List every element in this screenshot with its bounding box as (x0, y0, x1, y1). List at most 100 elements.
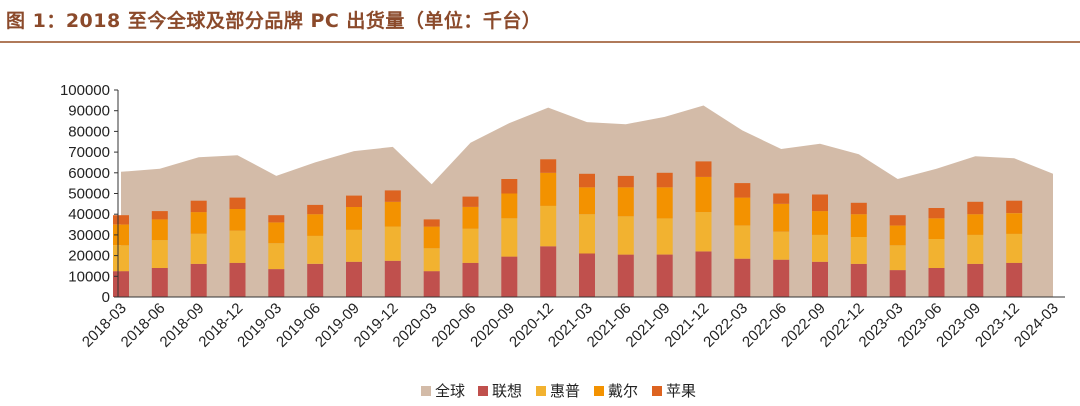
bar-hp-2022-09 (812, 234, 828, 262)
bar-lenovo-2021-09 (656, 254, 673, 297)
bar-hp-2021-06 (617, 216, 634, 255)
title-divider (0, 41, 1080, 43)
bar-apple-2021-06 (617, 175, 634, 188)
bar-lenovo-2021-06 (617, 254, 634, 297)
y-tick-label: 60000 (68, 165, 110, 182)
bar-apple-2022-09 (812, 194, 828, 212)
bar-lenovo-2020-03 (423, 271, 440, 297)
bar-lenovo-2018-06 (151, 268, 168, 297)
bar-apple-2021-09 (656, 172, 673, 188)
bar-apple-2023-06 (928, 208, 945, 219)
bar-dell-2022-03 (734, 197, 751, 226)
bar-dell-2018-09 (190, 212, 207, 234)
y-tick-label: 100000 (60, 82, 110, 99)
bar-lenovo-2023-12 (1006, 262, 1023, 297)
bar-hp-2019-03 (268, 243, 285, 270)
bar-dell-2023-06 (928, 218, 945, 239)
bar-hp-2021-03 (579, 214, 595, 254)
bar-lenovo-2022-03 (734, 258, 751, 297)
bar-apple-2020-12 (540, 159, 557, 173)
bar-lenovo-2023-03 (889, 270, 906, 297)
y-tick-label: 40000 (68, 206, 110, 223)
legend-label-apple: 苹果 (666, 382, 696, 400)
bar-lenovo-2022-09 (812, 261, 828, 297)
bar-dell-2022-06 (773, 203, 790, 232)
bar-apple-2022-12 (850, 202, 867, 215)
bar-dell-2020-12 (540, 172, 557, 206)
y-tick-label: 70000 (68, 144, 110, 161)
bar-lenovo-2023-09 (967, 263, 984, 297)
bar-lenovo-2020-12 (540, 246, 557, 297)
bar-dell-2020-03 (423, 226, 440, 249)
bar-dell-2018-06 (151, 219, 168, 241)
bar-lenovo-2021-03 (579, 253, 595, 297)
bar-lenovo-2019-03 (268, 269, 285, 297)
bar-apple-2023-09 (967, 201, 984, 215)
bar-dell-2020-06 (462, 207, 479, 229)
bar-hp-2023-06 (928, 239, 945, 268)
bar-hp-2022-06 (773, 231, 790, 260)
bar-hp-2020-09 (501, 218, 518, 257)
y-tick-label: 50000 (68, 186, 110, 203)
bar-apple-2020-03 (423, 219, 440, 227)
y-tick-label: 0 (102, 289, 110, 306)
bar-dell-2022-09 (812, 211, 828, 235)
bar-hp-2018-06 (151, 240, 168, 268)
bar-dell-2021-09 (656, 187, 673, 219)
bar-hp-2019-12 (384, 226, 401, 261)
bar-hp-2022-12 (850, 237, 867, 264)
bar-dell-2021-03 (579, 187, 595, 215)
bar-hp-2019-06 (307, 235, 324, 264)
bar-apple-2021-12 (695, 161, 712, 177)
bar-apple-2018-06 (151, 211, 168, 220)
bar-dell-2021-06 (617, 187, 634, 217)
bar-dell-2023-03 (889, 225, 906, 246)
y-tick-label: 20000 (68, 248, 110, 265)
bar-hp-2023-09 (967, 234, 984, 264)
bar-apple-2019-09 (346, 195, 362, 207)
legend-swatch-global (421, 386, 431, 396)
bar-lenovo-2020-09 (501, 256, 518, 297)
legend-label-hp: 惠普 (550, 382, 580, 400)
bar-lenovo-2019-12 (384, 260, 401, 297)
y-tick-label: 10000 (68, 268, 110, 285)
bar-hp-2019-09 (346, 229, 362, 262)
bar-hp-2022-03 (734, 225, 751, 259)
legend-swatch-apple (652, 386, 662, 396)
legend-label-dell: 戴尔 (608, 382, 638, 400)
bar-dell-2023-12 (1006, 213, 1023, 234)
bar-hp-2021-09 (656, 218, 673, 255)
bar-dell-2018-12 (229, 209, 246, 231)
bar-apple-2018-03 (113, 215, 129, 225)
legend-label-global: 全球 (435, 382, 465, 400)
bar-apple-2020-06 (462, 196, 479, 207)
bar-dell-2018-03 (113, 224, 129, 246)
bar-apple-2023-03 (889, 215, 906, 226)
y-tick-label: 30000 (68, 227, 110, 244)
bar-lenovo-2019-06 (307, 263, 324, 297)
bar-lenovo-2018-03 (113, 271, 129, 297)
bar-hp-2020-03 (423, 248, 440, 272)
bar-dell-2020-09 (501, 193, 518, 219)
bar-lenovo-2021-12 (695, 251, 712, 297)
bar-dell-2019-03 (268, 222, 285, 244)
bar-lenovo-2023-06 (928, 268, 945, 297)
bar-hp-2018-12 (229, 230, 246, 263)
bar-hp-2018-03 (113, 245, 129, 272)
bar-hp-2020-06 (462, 228, 479, 263)
bar-apple-2022-06 (773, 193, 790, 204)
bar-lenovo-2022-12 (850, 263, 867, 297)
bar-hp-2023-12 (1006, 233, 1023, 263)
bar-apple-2019-03 (268, 215, 285, 223)
chart-title: 图 1：2018 至今全球及部分品牌 PC 出货量（单位：千台） (6, 10, 542, 32)
bar-dell-2022-12 (850, 214, 867, 237)
bar-apple-2021-03 (579, 173, 595, 188)
legend-swatch-lenovo (478, 386, 488, 396)
bar-dell-2019-06 (307, 214, 324, 236)
bar-lenovo-2019-09 (346, 261, 362, 297)
bar-apple-2018-12 (229, 197, 246, 209)
bar-dell-2023-09 (967, 214, 984, 235)
bar-hp-2023-03 (889, 245, 906, 271)
legend-swatch-dell (594, 386, 604, 396)
